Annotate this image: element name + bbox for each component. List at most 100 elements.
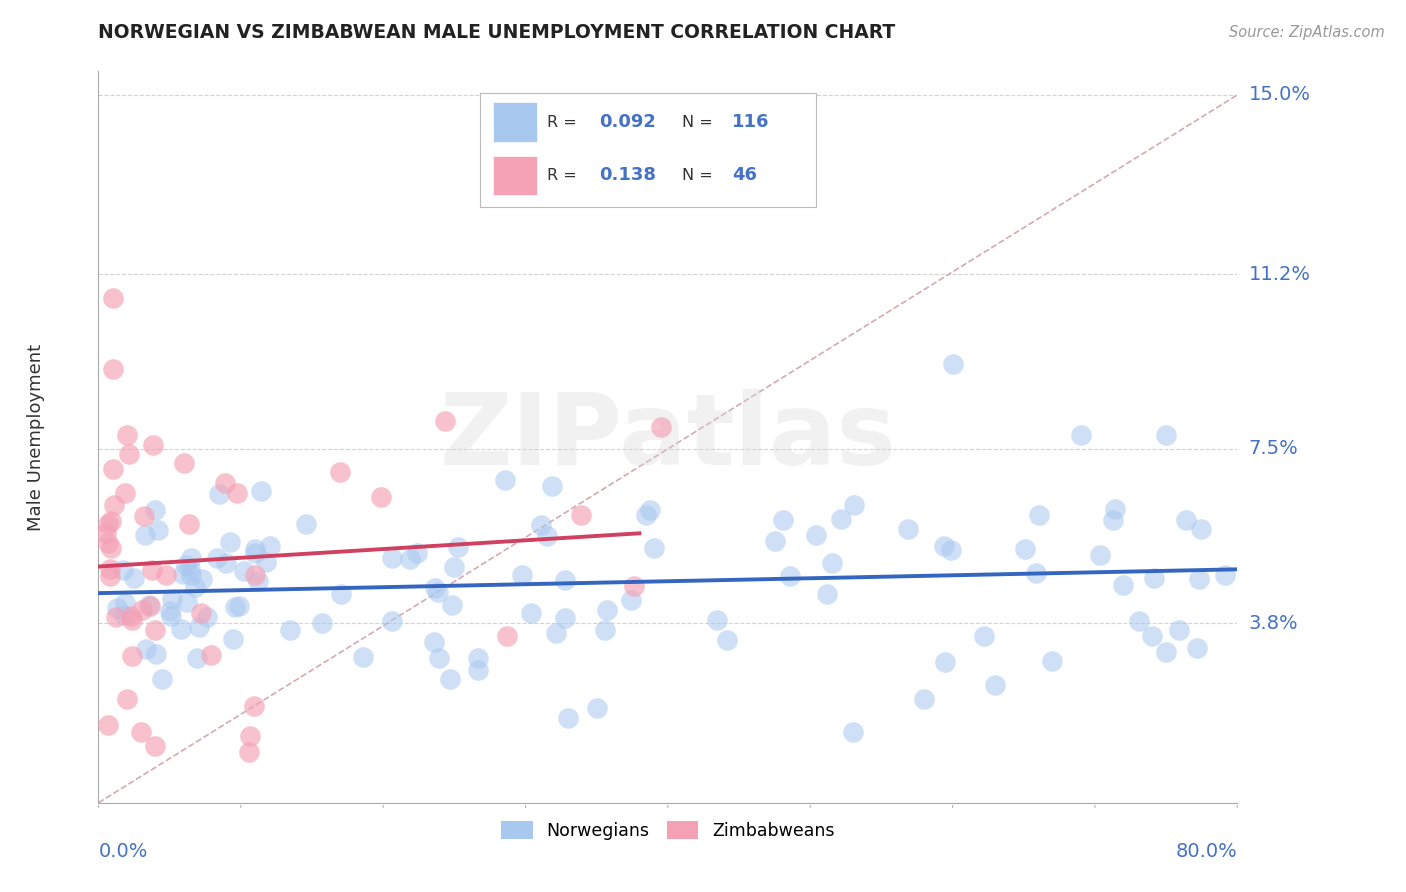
Point [897,522,920,536]
Point [842,725,865,739]
Point [114,596,136,610]
Point [200,648,222,662]
Point [215,557,238,571]
Point [352,650,374,665]
Point [815,587,838,601]
Point [329,466,352,480]
Point [145,739,167,754]
Point [446,540,468,554]
Point [295,517,318,532]
Point [311,615,333,630]
Point [232,565,254,579]
Point [330,587,353,601]
Point [142,438,165,452]
Point [170,622,193,636]
Point [132,508,155,523]
Point [520,606,543,620]
Point [1213,568,1236,582]
Point [134,527,156,541]
Point [94,525,117,540]
Point [145,647,167,661]
Point [370,490,392,504]
Point [1154,645,1177,659]
Point [619,593,641,607]
Point [105,600,128,615]
Point [143,503,166,517]
Point [183,581,205,595]
Point [97,718,120,732]
Point [143,624,166,638]
Point [239,730,262,744]
Point [243,541,266,556]
Point [98,569,121,583]
Point [554,610,576,624]
Point [187,620,209,634]
Point [250,484,273,499]
Point [541,479,564,493]
Point [381,615,404,629]
Point [139,599,162,613]
Point [779,569,801,583]
Point [638,503,661,517]
Point [115,692,138,706]
Point [97,516,120,531]
Point [942,357,965,371]
Point [122,571,145,585]
Point [100,541,122,556]
Point [643,541,665,555]
Point [207,550,229,565]
Point [510,568,533,582]
Point [426,585,449,599]
Point [111,563,134,577]
Point [1088,548,1111,562]
Point [103,498,125,512]
Point [443,560,465,574]
Point [114,486,136,500]
Point [243,698,266,713]
Point [984,678,1007,692]
Text: ZIPatlas: ZIPatlas [440,389,896,485]
Point [173,456,195,470]
Point [118,447,141,461]
Point [1128,614,1150,628]
Point [467,663,489,677]
Point [1168,624,1191,638]
Point [554,573,576,587]
Point [243,567,266,582]
Text: NORWEGIAN VS ZIMBABWEAN MALE UNEMPLOYMENT CORRELATION CHART: NORWEGIAN VS ZIMBABWEAN MALE UNEMPLOYMEN… [98,23,896,42]
Point [1140,629,1163,643]
Point [381,550,404,565]
Point [190,606,212,620]
Point [934,656,956,670]
Point [941,543,963,558]
Point [174,558,197,572]
Text: 80.0%: 80.0% [1175,842,1237,861]
Text: 11.2%: 11.2% [1249,265,1310,284]
Text: Source: ZipAtlas.com: Source: ZipAtlas.com [1229,25,1385,40]
Point [1014,541,1036,556]
Point [131,603,153,617]
Point [423,581,446,595]
Point [1189,522,1212,536]
Point [155,567,177,582]
Point [97,536,120,550]
Point [932,539,955,553]
Point [1070,427,1092,442]
Point [530,517,553,532]
Point [973,629,995,643]
Point [842,498,865,512]
Text: 7.5%: 7.5% [1249,440,1298,458]
Point [544,626,567,640]
Point [830,512,852,526]
Point [208,487,231,501]
Point [146,523,169,537]
Text: 3.8%: 3.8% [1249,614,1298,633]
Point [112,607,135,622]
Point [129,725,152,739]
Point [160,609,183,624]
Point [159,604,181,618]
Point [596,603,619,617]
Point [495,629,517,643]
Point [179,562,201,576]
Point [172,567,194,582]
